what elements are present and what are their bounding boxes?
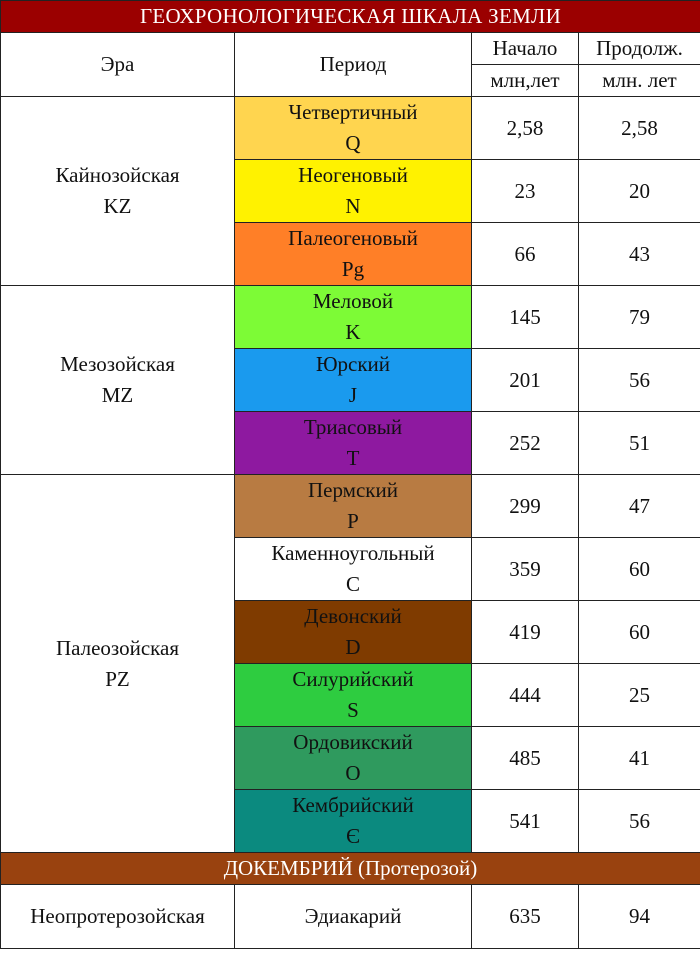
period-name: Девонский (304, 604, 402, 628)
period-name: Ордовикский (293, 730, 413, 754)
period-cell: Палеогеновый Pg (234, 222, 472, 286)
precambrian-start: 635 (471, 884, 579, 949)
period-start: 299 (471, 474, 579, 538)
period-code: Q (345, 131, 361, 155)
period-cell: Ордовикский O (234, 726, 472, 790)
era-name: Палеозойская (55, 635, 180, 660)
period-code: P (347, 509, 359, 533)
era-cell: Кайнозойская KZ (0, 96, 235, 286)
period-duration: 43 (578, 222, 700, 286)
period-start: 444 (471, 663, 579, 727)
period-code: C (345, 572, 360, 596)
header-start-unit: млн,лет (471, 64, 579, 97)
precambrian-era: Неопротерозойская (0, 884, 235, 949)
era-cell: Палеозойская PZ (0, 474, 235, 853)
table-row: Палеозойская PZ Пермский P 299 47 (0, 474, 700, 853)
period-cell: Юрский J (234, 348, 472, 412)
precambrian-title: ДОКЕМБРИЙ (Протерозой) (0, 852, 700, 885)
period-name: Четвертичный (288, 100, 418, 124)
table-row: Неогеновый N 23 20 (1, 159, 700, 223)
table-row: Мезозойская MZ Меловой K 145 79 (0, 285, 700, 475)
period-duration: 2,58 (578, 96, 700, 160)
period-code: S (347, 698, 359, 722)
period-start: 2,58 (471, 96, 579, 160)
period-name: Каменноугольный (271, 541, 435, 565)
period-code: Є (346, 824, 360, 848)
era-cell: Мезозойская MZ (0, 285, 235, 475)
period-duration: 56 (578, 348, 700, 412)
header-duration-unit: млн. лет (578, 64, 700, 97)
period-code: D (345, 635, 361, 659)
period-start: 541 (471, 789, 579, 853)
period-start: 145 (471, 285, 579, 349)
period-duration: 51 (578, 411, 700, 475)
period-cell: Пермский P (234, 474, 472, 538)
period-start: 66 (471, 222, 579, 286)
period-name: Кембрийский (292, 793, 414, 817)
period-duration: 79 (578, 285, 700, 349)
period-duration: 47 (578, 474, 700, 538)
period-cell: Меловой K (234, 285, 472, 349)
table-row: Палеогеновый Pg 66 43 (1, 222, 700, 286)
table-row: Кайнозойская KZ Четвертичный Q 2,58 2,58 (0, 96, 700, 286)
period-start: 485 (471, 726, 579, 790)
period-duration: 60 (578, 600, 700, 664)
period-name: Палеогеновый (288, 226, 418, 250)
era-name: Мезозойская (60, 352, 175, 376)
period-cell: Четвертичный Q (234, 96, 472, 160)
period-start: 419 (471, 600, 579, 664)
period-start: 359 (471, 537, 579, 601)
table-row: Ордовикский O 485 41 (1, 726, 700, 790)
period-name: Триасовый (303, 415, 403, 439)
period-start: 23 (471, 159, 579, 223)
period-cell: Каменноугольный C (234, 537, 472, 601)
period-name: Неогеновый (298, 163, 408, 187)
era-code: MZ (101, 383, 134, 407)
period-cell: Триасовый T (234, 411, 472, 475)
period-cell: Кембрийский Є (234, 789, 472, 853)
header-period: Период (234, 32, 472, 97)
table-row: Девонский D 419 60 (1, 600, 700, 664)
period-code: J (348, 383, 358, 407)
table-row: Триасовый T 252 51 (1, 411, 700, 475)
period-name: Меловой (312, 289, 394, 313)
table-title: ГЕОХРОНОЛОГИЧЕСКАЯ ШКАЛА ЗЕМЛИ (0, 0, 700, 33)
period-code: T (346, 446, 360, 470)
period-duration: 41 (578, 726, 700, 790)
era-code: KZ (103, 194, 132, 218)
period-duration: 60 (578, 537, 700, 601)
period-duration: 25 (578, 663, 700, 727)
period-code: O (345, 761, 361, 785)
period-start: 201 (471, 348, 579, 412)
period-name: Юрский (315, 352, 391, 376)
header-duration: Продолж. (578, 32, 700, 65)
period-code: Pg (341, 257, 365, 281)
period-cell: Неогеновый N (234, 159, 472, 223)
precambrian-duration: 94 (578, 884, 700, 949)
period-start: 252 (471, 411, 579, 475)
period-cell: Силурийский S (234, 663, 472, 727)
period-code: K (345, 320, 361, 344)
era-name: Кайнозойская (55, 163, 180, 187)
table-row: Каменноугольный C 359 60 (1, 537, 700, 601)
era-code: PZ (105, 666, 130, 691)
table-row: Неопротерозойская Эдиакарий 635 94 (0, 884, 700, 949)
period-code: N (345, 194, 361, 218)
header-era: Эра (0, 32, 235, 97)
header-start: Начало (471, 32, 579, 65)
period-duration: 20 (578, 159, 700, 223)
table-row: Кембрийский Є 541 56 (1, 789, 700, 853)
period-duration: 56 (578, 789, 700, 853)
table-row: Силурийский S 444 25 (1, 663, 700, 727)
table-row: Юрский J 201 56 (1, 348, 700, 412)
period-name: Силурийский (292, 667, 414, 691)
precambrian-period: Эдиакарий (234, 884, 472, 949)
period-name: Пермский (308, 478, 398, 502)
period-cell: Девонский D (234, 600, 472, 664)
